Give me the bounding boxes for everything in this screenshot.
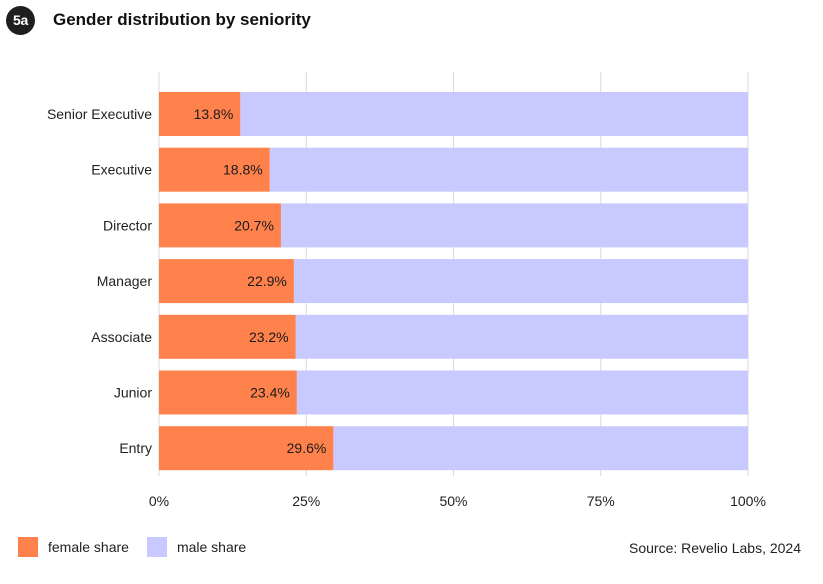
legend-label-female: female share (48, 539, 129, 555)
category-label: Entry (119, 440, 152, 456)
category-label: Associate (91, 329, 152, 345)
legend-swatch-female (18, 537, 38, 557)
bar-male-share (280, 203, 748, 248)
bar-female-share (159, 203, 281, 248)
bars (159, 92, 749, 471)
chart-header: 5a Gender distribution by seniority (6, 5, 311, 35)
bar-female-share (159, 426, 334, 471)
legend-item-female: female share (18, 537, 129, 557)
figure-number-badge: 5a (6, 5, 35, 35)
category-label: Executive (91, 162, 152, 178)
data-label: 23.2% (249, 329, 289, 345)
category-label: Junior (114, 385, 152, 401)
data-label: 18.8% (223, 162, 263, 178)
data-label: 13.8% (194, 106, 234, 122)
x-tick-label: 25% (292, 493, 320, 509)
data-labels: 13.8% 18.8% 20.7% 22.9% 23.2% 23.4% 29.6% (194, 106, 327, 456)
x-tick-labels: 0% 25% 50% 75% 100% (149, 493, 766, 509)
category-label: Senior Executive (47, 106, 152, 122)
data-label: 20.7% (234, 217, 274, 233)
bar-female-share (159, 314, 296, 359)
category-labels: Senior Executive Executive Director Manager… (47, 106, 152, 456)
bar-male-share (269, 147, 748, 192)
source-note: Source: Revelio Labs, 2024 (629, 540, 801, 556)
x-tick-label: 75% (587, 493, 615, 509)
bar-female-share (159, 259, 294, 304)
data-label: 29.6% (287, 440, 327, 456)
legend-label-male: male share (176, 539, 247, 555)
legend-item-male: male share (146, 537, 247, 557)
bar-female-share (159, 147, 270, 192)
bar-male-share (296, 370, 748, 415)
category-label: Director (103, 217, 152, 233)
data-label: 22.9% (247, 273, 287, 289)
bar-female-share (159, 92, 241, 136)
x-tick-label: 50% (439, 493, 467, 509)
bar-male-share (333, 426, 748, 471)
x-tick-label: 0% (149, 493, 169, 509)
x-tick-label: 100% (730, 493, 766, 509)
legend-swatch-male (146, 537, 167, 557)
bar-female-share (159, 370, 297, 415)
legend: female share male share (18, 537, 264, 557)
data-label: 23.4% (250, 385, 290, 401)
bar-male-share (295, 314, 748, 359)
chart-title: Gender distribution by seniority (53, 10, 311, 29)
category-label: Manager (97, 273, 153, 289)
bar-male-share (293, 259, 748, 304)
bar-male-share (240, 92, 749, 136)
